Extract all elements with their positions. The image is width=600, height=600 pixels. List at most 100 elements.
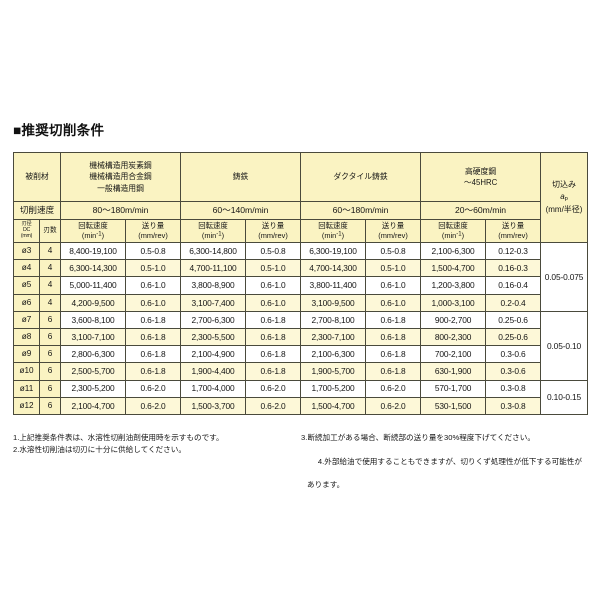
header-material-3: ダクタイル鋳鉄 (300, 152, 422, 202)
header-flutes: 刃数 (38, 219, 62, 243)
cell-diameter: ø9 (13, 345, 40, 364)
cell-spindle-speed: 2,100-4,900 (180, 345, 247, 364)
cell-feed: 0.6-1.8 (245, 345, 302, 364)
cell-feed: 0.6-1.0 (125, 293, 182, 312)
cell-diameter: ø8 (13, 327, 40, 347)
diameter-line-1: 刃径 (21, 221, 32, 228)
cell-flutes: 6 (38, 345, 62, 364)
unit-sup-4: -1 (456, 231, 462, 238)
cell-spindle-speed: 1,700-5,200 (300, 379, 367, 398)
cutting-speed-material-2: 60～140m/min (180, 201, 302, 220)
cell-flutes: 6 (38, 379, 62, 398)
note-text: 4.外部給油で使用することもできますが、切りくず処理性が低下する可能性が (317, 456, 582, 466)
cell-spindle-speed: 2,300-7,100 (300, 327, 367, 347)
table-row: ø7 6 3,600-8,100 0.6-1.8 2,700-6,300 0.6-1.8 2… (13, 310, 589, 381)
table-body: ø3 4 8,400-19,100 0.5-0.8 6,300-14,800 0.5-0.… (13, 241, 589, 415)
cell-feed: 0.6-2.0 (245, 379, 302, 398)
table-row: ø9 6 2,800-6,300 0.6-1.8 2,100-4,900 0.6-1.8 2… (13, 345, 588, 364)
unit-sup-2: -1 (216, 231, 222, 238)
cell-spindle-speed: 8,400-19,100 (60, 241, 127, 261)
cell-diameter: ø12 (13, 396, 40, 415)
spindle-speed-label-2: 回転速度 (198, 221, 228, 231)
cell-spindle-speed: 1,200-3,800 (420, 276, 487, 295)
cell-depth-of-cut: 0.05-0.075 (540, 242, 589, 312)
cell-feed: 0.6-1.8 (125, 310, 182, 329)
depth-of-cut-line-2: ap (560, 192, 568, 203)
page-title: ■推奨切削条件 (13, 123, 105, 138)
diameter-line-2: DC (22, 227, 31, 234)
cell-feed: 0.6-2.0 (125, 396, 182, 415)
unit-prefix-2: (min (201, 231, 217, 240)
cell-spindle-speed: 2,100-4,700 (60, 396, 127, 415)
header-material-2: 鋳鉄 (180, 152, 302, 202)
feed-label-1: 送り量 (141, 221, 165, 231)
cell-spindle-speed: 800-2,300 (420, 327, 487, 347)
cell-feed: 0.6-1.8 (125, 345, 182, 364)
cell-flutes: 4 (38, 293, 62, 312)
table-row: ø10 6 2,500-5,700 0.6-1.8 1,900-4,400 0.6-1.8… (13, 362, 588, 381)
note-item: 4.外部給油で使用することもできますが、切りくず処理性が低下する可能性が ありま… (301, 444, 589, 515)
cell-flutes: 6 (38, 362, 62, 381)
cell-feed: 0.6-1.0 (365, 276, 422, 295)
feed-label-2: 送り量 (261, 221, 285, 231)
cell-spindle-speed: 1,000-3,100 (420, 293, 487, 312)
cell-spindle-speed: 5,000-11,400 (60, 276, 127, 295)
feed-unit-1: (mm/rev) (138, 231, 168, 240)
cell-feed: 0.2-0.4 (485, 293, 542, 312)
cell-feed: 0.6-1.0 (245, 276, 302, 295)
feed-unit-4: (mm/rev) (498, 231, 528, 240)
cell-feed: 0.12-0.3 (485, 241, 542, 261)
feed-label-3: 送り量 (381, 221, 405, 231)
material-1-line-2: 機械構造用合金鋼 (89, 172, 152, 182)
header-feed-2: 送り量 (mm/rev) (245, 219, 302, 243)
cell-spindle-speed: 1,500-4,700 (420, 259, 487, 278)
unit-prefix-1: (min (81, 231, 97, 240)
cell-spindle-speed: 3,100-7,400 (180, 293, 247, 312)
header-spindle-speed-1: 回転速度 (min-1) (60, 219, 127, 243)
cell-spindle-speed: 3,600-8,100 (60, 310, 127, 329)
header-feed-4: 送り量 (mm/rev) (485, 219, 542, 243)
cell-diameter: ø3 (13, 241, 40, 261)
cell-spindle-speed: 3,100-9,500 (300, 293, 367, 312)
cell-spindle-speed: 1,900-5,700 (300, 362, 367, 381)
unit-end-3: ) (341, 231, 345, 240)
header-feed-3: 送り量 (mm/rev) (365, 219, 422, 243)
cell-flutes: 6 (38, 327, 62, 347)
cell-feed: 0.6-1.8 (125, 362, 182, 381)
table-row: ø5 4 5,000-11,400 0.6-1.0 3,800-8,900 0.6-1.0… (13, 276, 588, 295)
cell-spindle-speed: 3,800-11,400 (300, 276, 367, 295)
material-2-line-1: 鋳鉄 (232, 172, 249, 182)
cell-spindle-speed: 2,300-5,200 (60, 379, 127, 398)
cell-feed: 0.6-1.8 (245, 327, 302, 347)
cell-spindle-speed: 570-1,700 (420, 379, 487, 398)
header-material-1: 機械構造用炭素鋼 機械構造用合金鋼 一般構造用鋼 (60, 152, 182, 202)
cell-feed: 0.16-0.4 (485, 276, 542, 295)
cell-spindle-speed: 4,700-11,100 (180, 259, 247, 278)
cell-feed: 0.6-2.0 (125, 379, 182, 398)
cell-spindle-speed: 1,900-4,400 (180, 362, 247, 381)
cell-feed: 0.3-0.8 (485, 396, 542, 415)
cell-feed: 0.6-1.8 (365, 327, 422, 347)
cell-feed: 0.6-1.8 (125, 327, 182, 347)
cell-feed: 0.6-2.0 (365, 396, 422, 415)
cell-depth-of-cut: 0.05-0.10 (540, 310, 589, 381)
spindle-speed-label-1: 回転速度 (78, 221, 108, 231)
cell-feed: 0.5-1.0 (365, 259, 422, 278)
cell-spindle-speed: 2,700-6,300 (180, 310, 247, 329)
notes-section: 1.上記推奨条件表は、水溶性切削油剤使用時を示すものです。 2.水溶性切削油は切… (13, 432, 593, 514)
cell-feed: 0.6-1.8 (245, 310, 302, 329)
cell-flutes: 6 (38, 396, 62, 415)
cell-spindle-speed: 2,800-6,300 (60, 345, 127, 364)
cell-feed: 0.5-0.8 (245, 241, 302, 261)
unit-sup-1: -1 (96, 231, 102, 238)
cell-feed: 0.5-1.0 (245, 259, 302, 278)
feed-label-4: 送り量 (501, 221, 525, 231)
header-row-cutting-speed: 切削速度 80～180m/min 60～140m/min 60～180m/min… (12, 201, 588, 220)
cell-feed: 0.25-0.6 (485, 310, 542, 329)
table-row: ø4 4 6,300-14,300 0.5-1.0 4,700-11,100 0.5-1.… (13, 259, 588, 278)
cell-feed: 0.6-1.0 (245, 293, 302, 312)
cell-spindle-speed: 2,300-5,500 (180, 327, 247, 347)
cell-spindle-speed: 2,500-5,700 (60, 362, 127, 381)
material-1-line-1: 機械構造用炭素鋼 (89, 161, 152, 171)
cell-spindle-speed: 3,800-8,900 (180, 276, 247, 295)
